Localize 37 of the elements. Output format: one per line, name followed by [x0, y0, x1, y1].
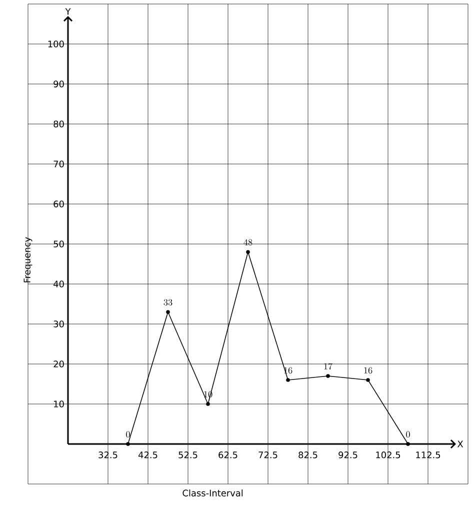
- point: [126, 442, 130, 446]
- x-tick-label: 52.5: [178, 452, 198, 458]
- data-label: 16: [364, 367, 372, 374]
- point: [246, 250, 250, 254]
- y-tick-label: 80: [54, 120, 64, 128]
- point: [326, 374, 330, 378]
- y-tick-label: 90: [54, 80, 64, 88]
- point: [286, 378, 290, 382]
- y-tick-label: 20: [54, 360, 64, 368]
- data-label: 33: [164, 299, 172, 306]
- x-tick-label: 32.5: [98, 452, 118, 458]
- x-tick-label: 112.5: [416, 452, 440, 458]
- data-label: 48: [244, 239, 252, 246]
- x-tick-label: 72.5: [258, 452, 278, 458]
- point: [406, 442, 410, 446]
- annotation: Y: [65, 8, 71, 15]
- y-tick-label: 30: [54, 320, 64, 328]
- y-tick-label: 40: [54, 280, 64, 288]
- x-tick-label: 102.5: [376, 452, 400, 458]
- x-tick-label: 62.5: [218, 452, 238, 458]
- point: [366, 378, 370, 382]
- y-tick-label: 100: [48, 40, 64, 48]
- y-tick-label: 10: [54, 400, 64, 408]
- point: [206, 402, 210, 406]
- data-label: 0: [406, 431, 410, 438]
- y-tick-label: 50: [54, 240, 64, 248]
- data-label: 17: [324, 363, 332, 370]
- y-axis-title: Frequency: [24, 237, 32, 282]
- point: [166, 310, 170, 314]
- y-tick-label: 60: [54, 200, 64, 208]
- y-tick-label: 70: [54, 160, 64, 168]
- data-label: 0: [126, 431, 130, 438]
- x-axis-title: Class-Interval: [182, 490, 243, 496]
- x-tick-label: 92.5: [338, 452, 358, 458]
- annotation: X: [457, 440, 464, 448]
- x-tick-label: 42.5: [138, 452, 158, 458]
- x-tick-label: 82.5: [298, 452, 318, 458]
